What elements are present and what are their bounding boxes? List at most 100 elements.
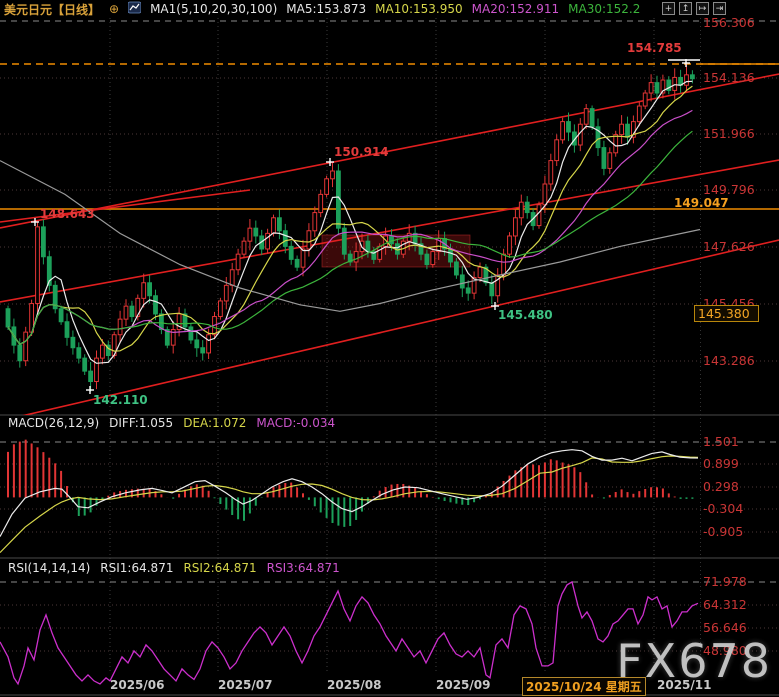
candle-body [424,253,430,266]
macd-dea-value: DEA:1.072 [183,416,247,430]
candle-body [218,300,223,318]
candle-body [489,282,495,297]
candle-body [294,258,300,268]
symbol-title: 美元日元【日线】 [4,2,101,17]
price-axis-label: 151.966 [703,126,755,141]
macd-params-label: MACD(26,12,9) [8,416,100,430]
candle-body [241,240,247,255]
orange-level-label: 149.047 [674,196,729,210]
pane-next-icon[interactable]: ↦ [696,2,709,15]
date-label: 2025/08 [327,678,382,692]
rsi1-value: RSI1:64.871 [100,561,174,575]
trendline [22,239,779,415]
rsi-line [0,580,699,686]
pane-collapse-icon[interactable]: ↥ [679,2,692,15]
rsi-axis-label: 56.646 [703,620,747,635]
candle-body [64,321,70,338]
price-axis-label: 143.286 [703,353,755,368]
candle-body [353,251,359,263]
candle-body [170,329,176,346]
candle-body [642,92,648,107]
candle-body [542,183,548,206]
candle-body [117,318,123,336]
candle-body [430,251,436,266]
candle-body [223,284,229,302]
candle-body [548,160,554,185]
rsi2-value: RSI2:64.871 [183,561,257,575]
macd-dea-line [0,455,699,554]
chart-header: 美元日元【日线】 ⊕ MA1(5,10,20,30,100) MA5:153.8… [4,0,640,18]
ma30-value: MA30:152.2 [568,2,641,16]
expand-icon[interactable]: ⊕ [109,2,120,16]
candle-body [182,313,188,328]
candle-body [153,295,158,315]
candle-body [17,344,23,362]
price-annotation: 154.785 [627,41,682,55]
candle-body [188,326,194,341]
candle-body [300,248,306,268]
candle-body [347,253,353,263]
candle-body [324,178,330,195]
date-label: 2025/09 [436,678,491,692]
candle-body [206,334,211,354]
price-axis-label: 149.796 [703,182,755,197]
candle-body [94,357,99,383]
candle-body [518,201,524,219]
candle-body [648,82,654,94]
selected-date-label: 2025/10/24 星期五 [522,677,646,696]
macd-pane [0,439,699,554]
candle-body [105,344,111,357]
candle-body [660,79,666,94]
rsi-axis-label: 71.978 [703,574,747,589]
move-tool-icon[interactable]: + [662,2,675,15]
ma20-value: MA20:152.911 [471,2,560,16]
price-annotation: 142.110 [93,393,148,407]
date-label: 2025/07 [218,678,273,692]
candle-body [389,235,394,245]
candle-body [684,74,689,86]
rsi-axis-label: 64.312 [703,597,747,612]
candle-body [448,248,453,263]
candle-body [583,108,589,125]
candle-body [194,339,200,349]
candle-body [477,266,483,279]
candle-body [312,212,318,232]
candle-body [536,204,542,227]
grid [0,18,779,696]
chart-toolbar: + ↥ ↦ ⇥ [662,2,726,15]
chart-type-icon[interactable] [127,1,142,17]
candle-body [554,139,560,162]
pane-expand-icon[interactable]: ⇥ [713,2,726,15]
rsi-params-label: RSI(14,14,14) [8,561,91,575]
price-annotation: 148.643 [40,207,95,221]
macd-axis-label: 0.899 [703,456,739,471]
candle-body [654,82,660,94]
candle-body [164,329,170,346]
rsi-axis-label: 48.980 [703,643,747,658]
candle-body [229,269,235,286]
candle-body [141,282,147,299]
price-axis-label: 147.626 [703,239,755,254]
candle-body [235,253,241,271]
watermark: FX678 [616,634,772,688]
candle-body [23,331,29,362]
candle-body [306,230,312,250]
price-annotation: 145.480 [498,308,553,322]
candle-body [607,152,613,169]
candle-body [129,305,135,318]
main-pane [0,59,779,415]
trendline [0,73,779,229]
date-label: 2025/11 [657,678,712,692]
candle-body [341,227,347,255]
candle-body [82,357,88,372]
candle-body [176,313,182,331]
candle-body [501,253,507,276]
candle-body [52,284,58,310]
candle-body [5,308,11,328]
candle-body [247,227,253,242]
candle-body [666,79,672,91]
candle-body [690,74,695,80]
candle-body [365,240,371,253]
